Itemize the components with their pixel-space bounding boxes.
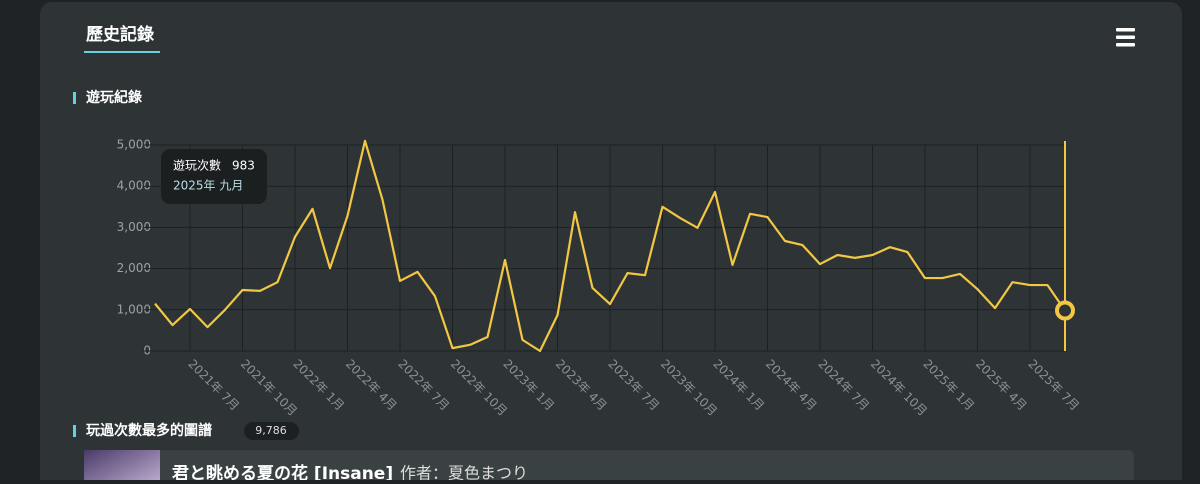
section-title: 遊玩紀錄: [86, 89, 142, 106]
section-title: 玩過次數最多的圖譜: [86, 422, 212, 439]
song-title: 君と眺める夏の花 [Insane]: [172, 463, 393, 480]
tooltip-label: 遊玩次數: [173, 158, 221, 173]
point-marker: [1055, 300, 1075, 321]
top-play-row[interactable]: [84, 450, 1134, 484]
badge-bg: [244, 422, 299, 440]
tooltip-bg: [161, 149, 267, 204]
tooltip-date: 2025年 九月: [173, 179, 243, 193]
panel: [40, 2, 1182, 484]
y-tick-label: 1,000: [117, 302, 151, 316]
menu-bar: [1116, 35, 1135, 39]
y-tick-label: 2,000: [117, 261, 151, 275]
menu-bar: [1116, 43, 1135, 47]
menu-bar: [1116, 28, 1135, 32]
thumbnail: [84, 450, 160, 484]
tab-underline: [84, 51, 160, 53]
y-tick-label: 4,000: [117, 179, 151, 193]
section-marker: [73, 92, 76, 104]
tooltip-value: 983: [232, 159, 255, 173]
y-tick-label: 5,000: [117, 138, 151, 152]
y-tick-label: 3,000: [117, 220, 151, 234]
badge: 9,786: [255, 424, 287, 437]
song-author: 作者：夏色まつり: [400, 464, 528, 481]
line: [154, 139, 1066, 353]
menu-icon[interactable]: [1116, 28, 1135, 47]
tab[interactable]: 歷史記錄: [86, 24, 154, 45]
section-marker: [73, 425, 76, 437]
